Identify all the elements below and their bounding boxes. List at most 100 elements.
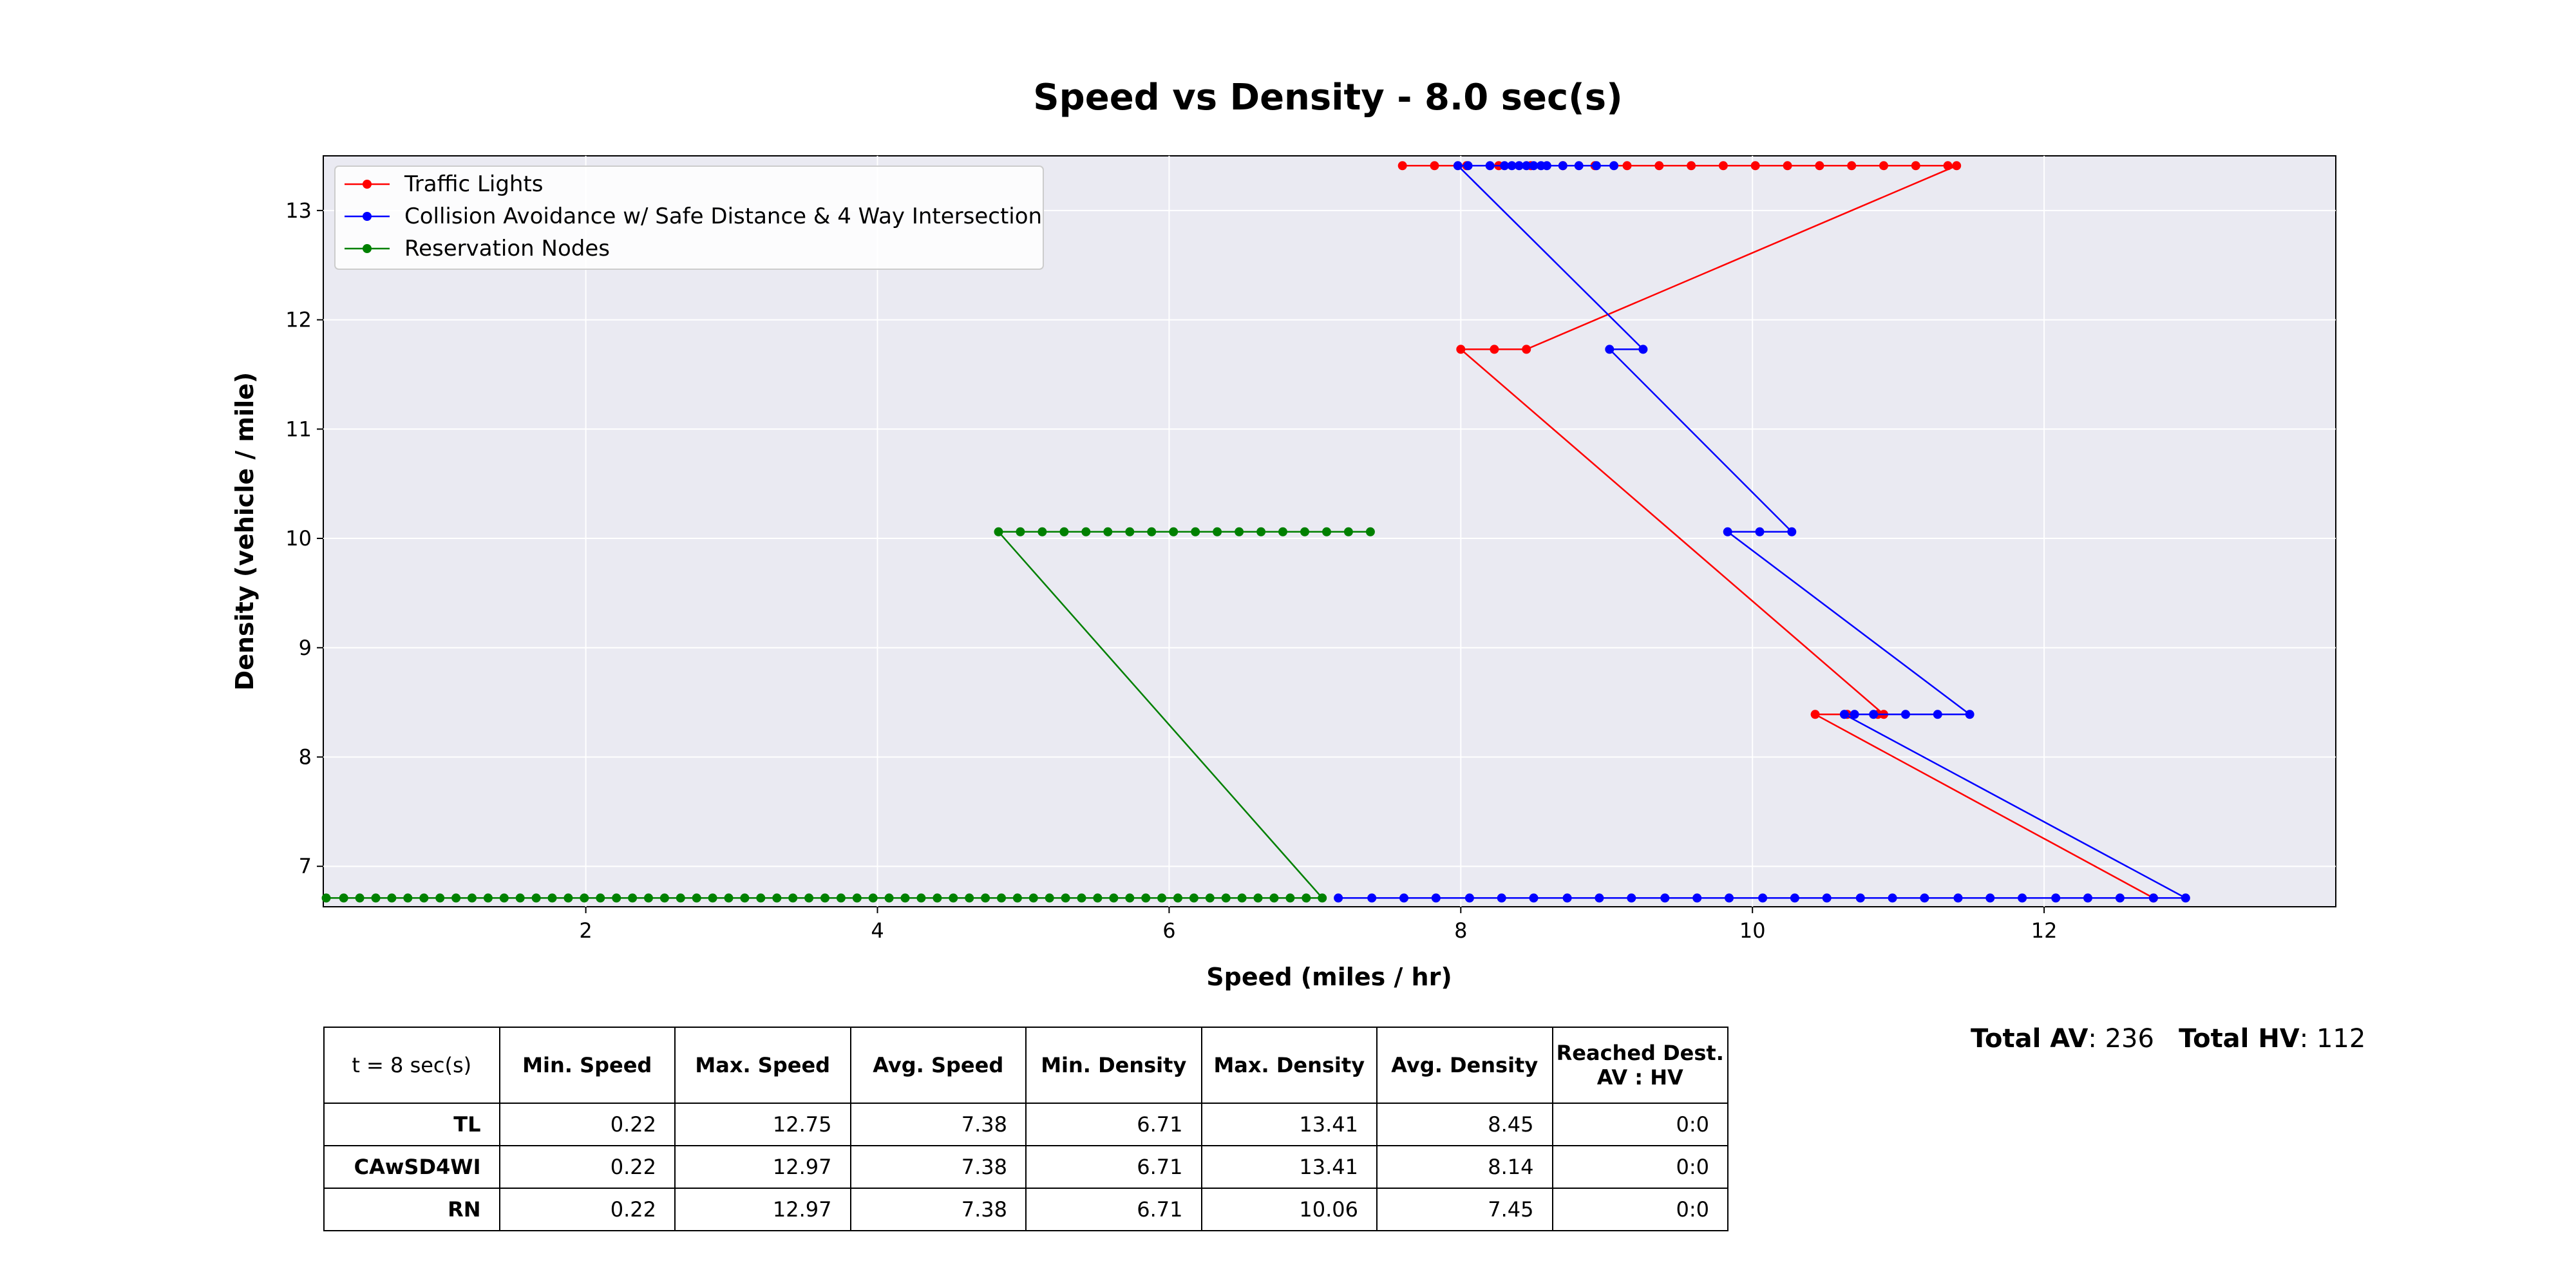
data-point: [1189, 893, 1198, 903]
data-point: [804, 893, 814, 903]
data-point: [933, 893, 942, 903]
table-row: CAwSD4WI 0.22 12.97 7.38 6.71 13.41 8.14…: [323, 1145, 1728, 1189]
data-point: [1943, 161, 1953, 171]
data-point: [1822, 893, 1832, 903]
data-point: [515, 893, 525, 903]
data-point: [1855, 893, 1865, 903]
data-point: [1847, 161, 1857, 171]
header-reached-dest: Reached Dest. AV : HV: [1551, 1027, 1728, 1104]
data-point: [1235, 527, 1244, 536]
table-row: RN 0.22 12.97 7.38 6.71 10.06 7.45 0:0: [323, 1188, 1728, 1231]
data-point: [1815, 161, 1824, 171]
header-min-speed: Min. Speed: [498, 1027, 676, 1104]
y-tick-label: 9: [299, 636, 312, 660]
data-point: [1157, 893, 1167, 903]
data-point: [1173, 893, 1182, 903]
table-cell: 0:0: [1551, 1103, 1728, 1146]
data-point: [1285, 893, 1295, 903]
data-point: [547, 893, 557, 903]
data-point: [884, 893, 894, 903]
data-point: [1605, 345, 1615, 354]
data-point: [1514, 161, 1524, 171]
data-point: [1256, 527, 1266, 536]
data-point: [868, 893, 878, 903]
table-cell: 0.22: [498, 1188, 676, 1231]
table-cell: 0.22: [498, 1145, 676, 1189]
data-point: [1490, 345, 1499, 354]
total-hv-value: : 112: [2299, 1024, 2366, 1054]
table-cell: 7.38: [849, 1103, 1027, 1146]
stats-table: t = 8 sec(s) Min. Speed Max. Speed Avg. …: [323, 1027, 1728, 1231]
data-point: [724, 893, 734, 903]
data-point: [2181, 893, 2190, 903]
data-point: [1497, 893, 1506, 903]
series-1: [1334, 161, 2190, 903]
data-point: [1061, 893, 1070, 903]
data-point: [1529, 161, 1539, 171]
row-label: CAwSD4WI: [323, 1145, 500, 1189]
data-point: [1522, 345, 1531, 354]
data-point: [419, 893, 429, 903]
data-point: [1965, 710, 1975, 719]
header-reached-dest-line1: Reached Dest.: [1556, 1041, 1724, 1065]
header-min-density: Min. Density: [1025, 1027, 1202, 1104]
data-point: [1278, 527, 1287, 536]
data-point: [1125, 893, 1135, 903]
data-point: [1103, 527, 1113, 536]
x-tick-label: 12: [2031, 918, 2058, 943]
data-point: [1045, 893, 1054, 903]
header-avg-speed: Avg. Speed: [849, 1027, 1027, 1104]
data-point: [1093, 893, 1103, 903]
data-point: [1221, 893, 1231, 903]
table-cell: 8.45: [1376, 1103, 1553, 1146]
data-point: [1269, 893, 1279, 903]
data-point: [1125, 527, 1135, 536]
table-cell: 0:0: [1551, 1188, 1728, 1231]
row-label: TL: [323, 1103, 500, 1146]
data-point: [1750, 161, 1760, 171]
data-point: [1901, 710, 1910, 719]
data-point: [852, 893, 862, 903]
axis-ticks: 2 4 6 8 10 12 7 8 9 10 11 12 13: [285, 198, 2057, 943]
header-avg-density: Avg. Density: [1376, 1027, 1553, 1104]
data-point: [1318, 893, 1327, 903]
data-point: [321, 893, 331, 903]
data-point: [1692, 893, 1702, 903]
data-point: [1529, 893, 1539, 903]
table-cell: 12.97: [674, 1145, 851, 1189]
data-point: [1191, 527, 1200, 536]
data-point: [1622, 161, 1632, 171]
legend-label: Traffic Lights: [404, 171, 544, 197]
data-point: [994, 527, 1003, 536]
x-tick-label: 4: [871, 918, 884, 943]
data-point: [1334, 893, 1343, 903]
data-point: [339, 893, 348, 903]
data-point: [1920, 893, 1929, 903]
data-point: [1081, 527, 1091, 536]
data-point: [1783, 161, 1792, 171]
x-axis-label: Speed (miles / hr): [1206, 963, 1452, 991]
data-point: [1016, 527, 1025, 536]
data-point: [2148, 893, 2158, 903]
data-point: [788, 893, 798, 903]
data-point: [2083, 893, 2092, 903]
data-point: [1109, 893, 1119, 903]
data-point: [1591, 161, 1601, 171]
table-cell: 6.71: [1025, 1188, 1202, 1231]
data-point: [1522, 161, 1531, 171]
y-tick-label: 8: [299, 744, 312, 769]
y-axis-label: Density (vehicle / mile): [231, 372, 259, 691]
data-point: [371, 893, 381, 903]
legend: Traffic Lights Collision Avoidance w/ Saf…: [334, 166, 1044, 270]
data-point: [949, 893, 958, 903]
table-cell: 6.71: [1025, 1145, 1202, 1189]
data-point: [1888, 893, 1897, 903]
data-point: [1365, 527, 1375, 536]
data-point: [612, 893, 621, 903]
y-tick-label: 11: [285, 417, 312, 441]
data-point: [531, 893, 541, 903]
data-point: [756, 893, 766, 903]
data-point: [692, 893, 701, 903]
speed-density-chart: Speed vs Density - 8.0 sec(s) 2 4 6 8 10 12 7 8…: [231, 77, 2336, 991]
data-point: [1485, 161, 1495, 171]
